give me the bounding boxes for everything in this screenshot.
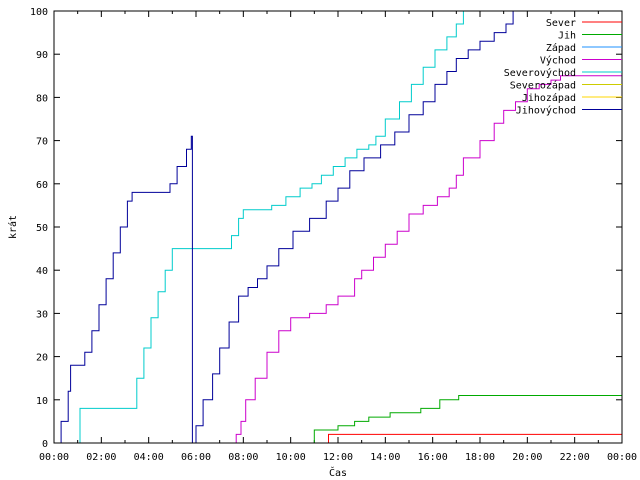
x-tick-label: 02:00: [86, 452, 116, 463]
series-line-vychod: [233, 75, 622, 444]
series-line-severovychod: [77, 10, 622, 444]
legend-label-zapad: Západ: [546, 42, 576, 54]
x-tick-label: 16:00: [418, 452, 448, 463]
x-axis-title: Čas: [329, 466, 347, 479]
x-tick-label: 08:00: [228, 452, 258, 463]
x-tick-label: 00:00: [607, 452, 637, 463]
y-tick-label: 100: [30, 7, 48, 18]
x-tick-label: 06:00: [181, 452, 211, 463]
y-tick-label: 70: [36, 137, 48, 148]
y-tick-label: 80: [36, 93, 48, 104]
legend-label-jih: Jih: [558, 31, 576, 42]
y-tick-label: 10: [36, 396, 48, 407]
x-tick-label: 04:00: [134, 452, 164, 463]
x-tick-label: 22:00: [560, 452, 590, 463]
y-tick-label: 40: [36, 266, 48, 277]
legend: Sever JihZápadVýchodSeverovýchodSeverozáp…: [504, 18, 622, 117]
series-line-jih: [312, 395, 622, 444]
x-tick-label: 20:00: [512, 452, 542, 463]
x-tick-label: 10:00: [276, 452, 306, 463]
y-tick-label: 60: [36, 180, 48, 191]
series-layer: [56, 10, 622, 444]
legend-label-sever: Sever: [546, 18, 576, 29]
series-line-sever: [328, 433, 622, 443]
legend-label-severozapad: Severozápad: [510, 80, 576, 92]
legend-label-jihozapad: Jihozápad: [522, 92, 576, 104]
plot-frame: [53, 10, 623, 444]
y-tick-label: 50: [36, 223, 48, 234]
y-tick-label: 90: [36, 50, 48, 61]
y-axis-title: krát: [7, 215, 19, 239]
series-line-jihovychod: [56, 10, 622, 444]
x-tick-label: 00:00: [39, 452, 69, 463]
y-tick-label: 20: [36, 353, 48, 364]
legend-label-jihovychod: Jihovýchod: [516, 105, 576, 117]
x-tick-label: 14:00: [370, 452, 400, 463]
x-tick-label: 18:00: [465, 452, 495, 463]
axes: 00:00 02:00 04:00 06:00 08:00 10:00 12:00 14:00…: [30, 7, 637, 463]
legend-label-severovychod: Severovýchod: [504, 67, 576, 79]
y-tick-label: 30: [36, 309, 48, 320]
legend-label-vychod: Východ: [540, 55, 576, 67]
y-tick-label: 0: [42, 439, 48, 450]
x-tick-label: 12:00: [323, 452, 353, 463]
